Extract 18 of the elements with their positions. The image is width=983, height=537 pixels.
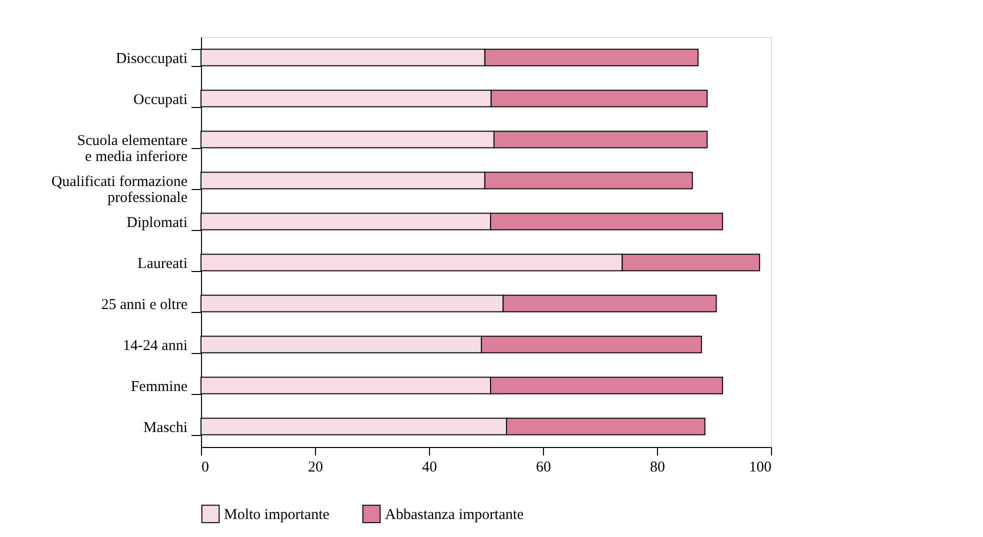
- x-tick-label: 60: [536, 460, 551, 476]
- x-tick-label: 40: [422, 460, 437, 476]
- y-tick-label: Qualificati formazione professionale: [51, 174, 188, 206]
- y-tick-label: Diplomati: [126, 215, 188, 231]
- y-tick-label: Scuola elementare e media inferiore: [77, 133, 188, 165]
- y-tick-label: Maschi: [143, 420, 188, 436]
- x-tick-label: 100: [749, 460, 772, 476]
- y-tick-label: Femmine: [130, 379, 188, 395]
- y-tick-label: Occupati: [133, 92, 188, 108]
- x-tick-label: 20: [308, 460, 323, 476]
- legend-label: Molto importante: [224, 506, 330, 523]
- y-tick-label: Disoccupati: [116, 51, 188, 67]
- y-tick-label: Laureati: [138, 256, 188, 272]
- y-tick-label: 25 anni e oltre: [101, 297, 188, 313]
- legend-label: Abbastanza importante: [385, 506, 524, 523]
- y-tick-label: 14-24 anni: [122, 338, 188, 354]
- x-tick-label: 0: [202, 460, 209, 476]
- x-tick-label: 80: [650, 460, 665, 476]
